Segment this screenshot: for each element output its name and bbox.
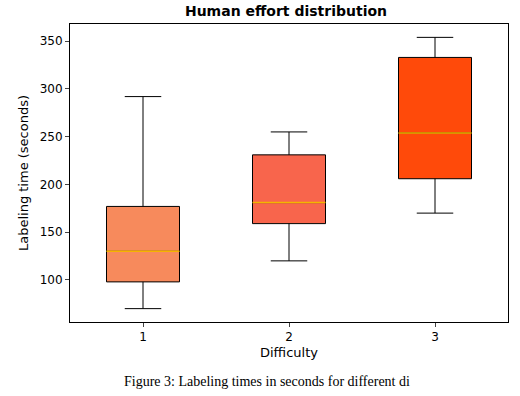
svg-text:350: 350 bbox=[40, 34, 63, 48]
svg-text:Human effort distribution: Human effort distribution bbox=[185, 3, 387, 19]
svg-text:Difficulty: Difficulty bbox=[260, 345, 318, 360]
svg-text:250: 250 bbox=[40, 130, 63, 144]
svg-text:Labeling time (seconds): Labeling time (seconds) bbox=[16, 95, 31, 251]
svg-text:Figure 3: Labeling times in se: Figure 3: Labeling times in seconds for … bbox=[124, 374, 410, 389]
svg-text:1: 1 bbox=[139, 330, 147, 344]
svg-text:3: 3 bbox=[431, 330, 439, 344]
svg-text:200: 200 bbox=[40, 178, 63, 192]
svg-text:100: 100 bbox=[40, 273, 63, 287]
svg-text:300: 300 bbox=[40, 82, 63, 96]
svg-text:150: 150 bbox=[40, 225, 63, 239]
svg-text:2: 2 bbox=[285, 330, 293, 344]
